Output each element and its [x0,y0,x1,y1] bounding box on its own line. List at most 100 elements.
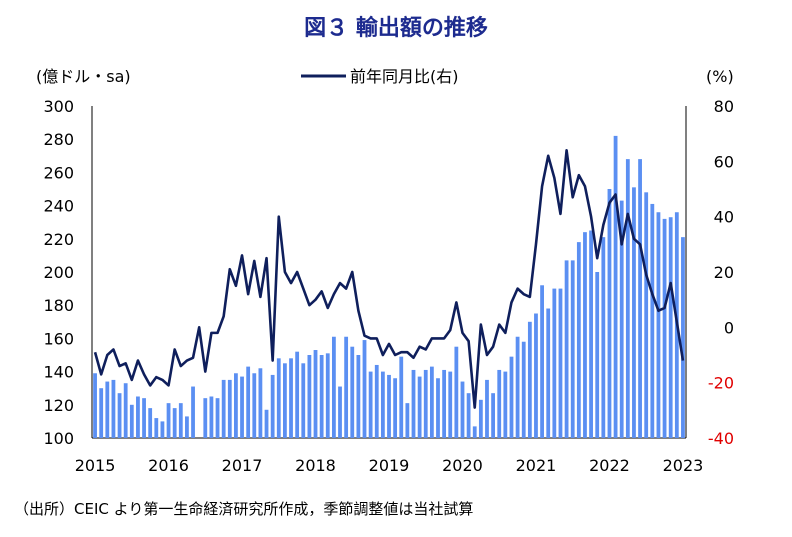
bar [185,416,189,438]
bar [325,353,330,438]
bar [215,398,220,438]
bar [619,200,624,438]
legend-label: 前年同月比(右) [350,67,459,86]
bar [527,321,532,438]
bar [540,285,544,438]
bar [558,288,563,438]
bar [423,369,428,438]
left-tick-label: 280 [43,130,74,149]
bar [252,373,257,438]
right-axis: -40 -20 0 20 40 60 80 [708,97,734,448]
bar [203,398,208,438]
bar [356,355,361,438]
bar [129,404,134,438]
bar [142,398,146,438]
left-axis: 100 120 140 160 180 200 220 240 260 280 300 [43,97,74,448]
source-note: （出所）CEIC より第一生命経済研究所作成，季節調整値は当社試算 [14,500,474,518]
x-tick-label: 2023 [663,456,704,475]
bar [681,237,685,438]
bar [270,374,275,438]
bar [625,159,630,438]
bar [295,351,300,438]
bar [472,426,477,438]
bar [656,212,661,438]
x-tick-label: 2022 [589,456,630,475]
bar [319,355,324,438]
x-tick-label: 2017 [222,456,263,475]
bar [99,388,104,438]
right-tick-label: 40 [714,208,734,227]
bar [583,232,587,438]
bar [393,378,398,438]
bar [136,396,140,438]
left-tick-label: 300 [43,97,74,116]
bar [454,346,459,438]
bar [503,371,508,438]
bar [595,272,600,438]
right-axis-unit: (%) [706,67,734,86]
bar [172,408,177,438]
line-series [93,148,685,409]
bar [93,373,97,438]
bar [227,379,232,438]
bar [429,366,434,438]
bar [209,396,214,438]
bar [521,341,526,438]
bar [405,403,410,438]
bar [166,403,171,438]
bar [613,135,618,438]
bar-series [93,135,685,438]
bar [105,381,110,438]
bar [644,192,649,438]
bar [344,336,349,438]
left-tick-label: 260 [43,163,74,182]
right-tick-label: 0 [724,318,734,337]
left-tick-label: 200 [43,263,74,282]
bar [234,373,238,438]
x-tick-label: 2021 [516,456,557,475]
bar [552,288,557,438]
bar [289,358,293,438]
x-tick-label: 2020 [442,456,483,475]
bar [301,363,306,438]
bar [466,393,471,438]
bar [576,242,581,438]
bar [546,308,551,438]
bar [111,379,116,438]
right-tick-label: 60 [714,152,734,171]
bar [154,418,159,438]
bar [350,346,355,438]
bar [570,260,575,438]
bar [283,363,287,438]
bar [534,313,538,438]
bar [564,260,569,438]
bar [276,358,281,438]
bar [601,237,606,438]
bar [221,379,226,438]
bar [589,230,593,438]
bar [638,159,642,438]
bar [387,374,391,438]
bar [632,187,636,438]
bar [662,218,667,438]
left-tick-label: 240 [43,197,74,216]
left-tick-label: 180 [43,296,74,315]
bar [509,356,514,438]
right-tick-label: 80 [714,97,734,116]
bar [485,379,489,438]
left-axis-unit: (億ドル・sa) [36,67,131,86]
bar [191,386,195,438]
bar [374,364,379,438]
bar [178,403,183,438]
bar [442,369,447,438]
x-tick-label: 2019 [369,456,410,475]
left-tick-label: 120 [43,396,74,415]
bar [497,369,502,438]
bar [380,371,385,438]
bar [515,336,520,438]
bar [117,393,122,438]
x-axis: 2015 2016 2017 2018 2019 2020 2021 2022 2023 [75,456,704,475]
bar [307,355,312,438]
bar [240,376,244,438]
